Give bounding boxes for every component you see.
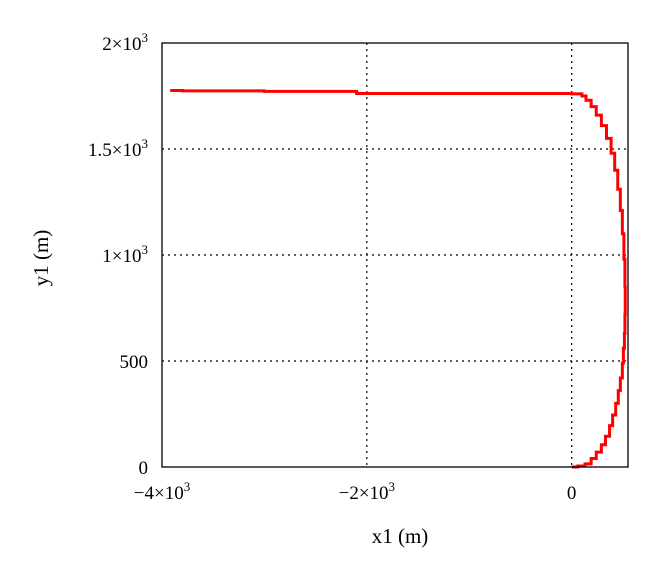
y-tick-label: 0 [139,458,149,479]
x-tick-labels: −4×103 −2×103 0 [134,479,577,504]
x-axis-label: x1 (m) [372,524,429,548]
x-tick-label: −2×103 [339,479,395,504]
y-axis-label: y1 (m) [29,230,53,287]
series-line [170,88,627,469]
x-tick-label: 0 [567,483,577,504]
series-layer [170,88,627,469]
x-tick-label: −4×103 [134,479,190,504]
y-tick-label: 2×103 [102,30,148,55]
grid [162,43,628,467]
y-tick-label: 500 [120,352,149,373]
y-tick-label: 1×103 [102,242,148,267]
y-tick-labels: 0 500 1×103 1.5×103 2×103 [88,30,148,479]
plot-frame [161,42,629,468]
y-tick-label: 1.5×103 [88,136,148,161]
